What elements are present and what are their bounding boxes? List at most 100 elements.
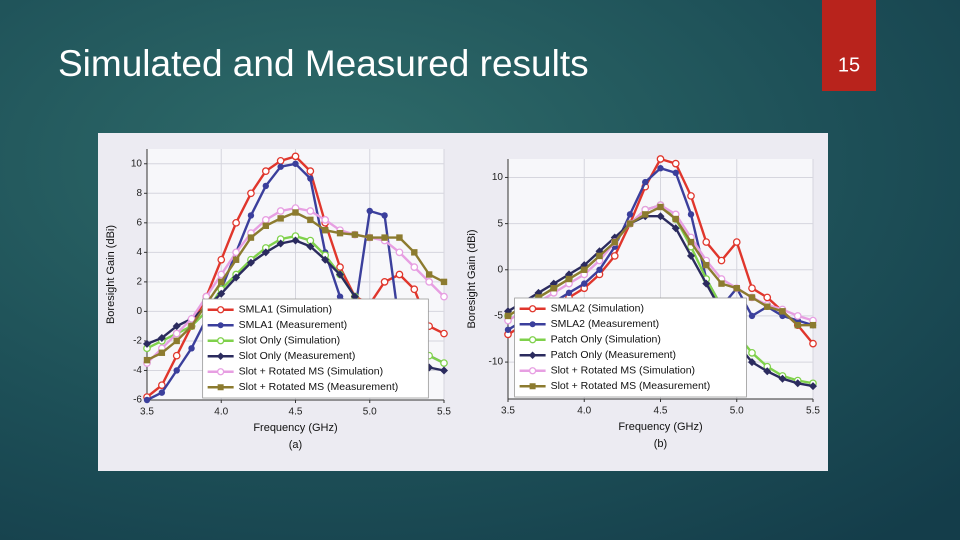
- x-tick-label: 5.0: [363, 407, 377, 418]
- marker: [504, 312, 512, 320]
- marker: [794, 321, 801, 329]
- legend-label: Slot + Rotated MS (Simulation): [239, 366, 383, 378]
- marker: [702, 238, 711, 246]
- marker: [672, 215, 679, 223]
- marker: [425, 271, 433, 278]
- marker: [322, 227, 329, 234]
- marker: [217, 289, 226, 298]
- marker: [172, 322, 181, 331]
- marker: [291, 236, 300, 245]
- marker: [504, 326, 512, 333]
- marker: [687, 192, 695, 200]
- marker: [748, 312, 756, 320]
- marker: [232, 248, 240, 257]
- legend-label: SMLA2 (Measurement): [551, 318, 660, 330]
- marker: [277, 163, 284, 170]
- marker: [395, 270, 404, 279]
- marker: [336, 270, 345, 279]
- marker: [410, 285, 419, 294]
- marker: [306, 207, 315, 215]
- y-tick-label: 10: [492, 172, 504, 183]
- legend-label: SMLA2 (Simulation): [551, 303, 644, 315]
- marker: [276, 207, 285, 215]
- marker: [232, 256, 240, 263]
- legend-label: Slot Only (Simulation): [239, 335, 341, 347]
- marker: [778, 374, 787, 383]
- marker: [528, 351, 537, 360]
- legend-label: SMLA1 (Measurement): [239, 319, 348, 331]
- marker: [216, 352, 225, 361]
- marker: [809, 382, 817, 391]
- marker: [717, 256, 726, 265]
- x-tick-label: 4.5: [289, 407, 303, 418]
- marker: [321, 255, 330, 264]
- marker: [809, 339, 817, 348]
- y-axis-label: Boresight Gain (dBi): [466, 229, 478, 328]
- marker: [671, 159, 680, 168]
- marker: [216, 337, 225, 345]
- marker: [172, 351, 181, 360]
- marker: [411, 249, 418, 256]
- marker: [158, 381, 166, 390]
- caption: (a): [289, 439, 302, 451]
- y-tick-label: 0: [136, 306, 142, 317]
- marker: [246, 258, 255, 267]
- marker: [261, 167, 270, 175]
- marker: [610, 252, 619, 260]
- marker: [292, 160, 299, 167]
- marker: [276, 239, 285, 248]
- marker: [157, 333, 166, 342]
- legend-box: [202, 298, 429, 399]
- marker: [642, 211, 649, 218]
- marker: [158, 389, 166, 396]
- marker: [793, 379, 802, 388]
- legend-label: Slot Only (Measurement): [239, 350, 356, 362]
- marker: [218, 278, 225, 286]
- x-tick-label: 5.5: [806, 406, 820, 417]
- marker: [535, 294, 542, 301]
- marker: [718, 280, 725, 287]
- marker: [581, 280, 588, 287]
- marker: [247, 189, 255, 198]
- marker: [440, 292, 448, 301]
- marker: [642, 178, 649, 186]
- y-tick-label: -5: [494, 311, 503, 322]
- marker: [188, 322, 195, 330]
- caption: (b): [654, 438, 667, 450]
- marker: [748, 348, 756, 357]
- marker: [336, 263, 344, 271]
- marker: [657, 203, 664, 211]
- marker: [809, 321, 817, 329]
- marker: [173, 337, 180, 345]
- x-axis-label: Frequency (GHz): [253, 422, 337, 434]
- marker: [277, 215, 284, 222]
- marker: [748, 284, 756, 293]
- marker: [440, 366, 448, 375]
- x-tick-label: 5.0: [730, 406, 744, 417]
- x-axis-label: Frequency (GHz): [618, 421, 702, 433]
- charts: -6 -4 -2 0 2 4 6 8 10 3.5 4.0 4.5 5.0 5.5 SMLA1 (Simul…: [105, 149, 820, 451]
- x-tick-label: 4.0: [577, 406, 591, 417]
- marker: [217, 322, 224, 329]
- marker: [793, 312, 802, 320]
- x-tick-label: 5.5: [437, 407, 451, 418]
- marker: [687, 211, 695, 218]
- marker: [581, 266, 588, 273]
- marker: [702, 279, 711, 288]
- marker: [779, 308, 786, 315]
- marker: [529, 383, 536, 390]
- legend-label: Slot + Rotated MS (Simulation): [551, 365, 695, 377]
- y-tick-label: 4: [136, 247, 142, 258]
- marker: [336, 229, 344, 237]
- marker: [596, 252, 603, 260]
- marker: [217, 255, 226, 264]
- marker: [232, 218, 240, 227]
- marker: [529, 321, 536, 328]
- marker: [440, 278, 448, 286]
- marker: [687, 238, 695, 246]
- marker: [410, 263, 419, 271]
- marker: [626, 220, 634, 227]
- x-tick-label: 4.5: [654, 406, 668, 417]
